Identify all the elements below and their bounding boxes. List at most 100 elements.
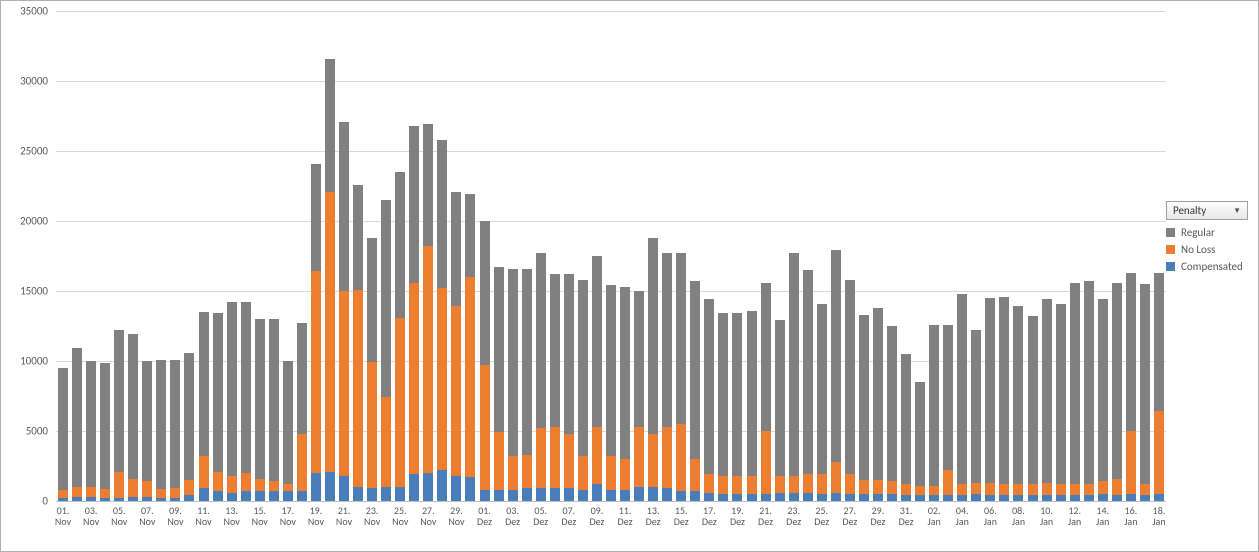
bar-segment-regular <box>1154 273 1164 412</box>
legend-swatch <box>1166 245 1175 254</box>
bar <box>100 363 110 501</box>
bar-segment-no_loss <box>213 472 223 492</box>
bar-segment-no_loss <box>676 424 686 491</box>
bar <box>395 172 405 501</box>
bar <box>1140 284 1150 501</box>
bar <box>353 185 363 501</box>
bar-segment-regular <box>325 59 335 192</box>
bar <box>747 311 757 501</box>
plot-area <box>56 11 1166 501</box>
bar <box>367 238 377 501</box>
gridline <box>56 501 1166 502</box>
bar-segment-no_loss <box>718 476 728 494</box>
xtick-label: 02.Jan <box>928 505 941 527</box>
xtick-label: 15.Nov <box>252 505 268 527</box>
bar-segment-regular <box>550 274 560 427</box>
bar-segment-compensated <box>536 488 546 501</box>
bar-segment-no_loss <box>170 488 180 498</box>
bar-segment-compensated <box>409 474 419 501</box>
bar-segment-regular <box>227 302 237 476</box>
bar-segment-no_loss <box>283 484 293 491</box>
bar <box>620 287 630 501</box>
bar-segment-regular <box>648 238 658 434</box>
bar-segment-regular <box>957 294 967 484</box>
bar-segment-regular <box>690 281 700 459</box>
bar-segment-regular <box>606 285 616 456</box>
xtick-label: 06.Jan <box>984 505 997 527</box>
bar-segment-no_loss <box>550 427 560 489</box>
bar <box>943 325 953 501</box>
bar-segment-compensated <box>803 493 813 501</box>
bar-segment-regular <box>999 297 1009 485</box>
bar-segment-no_loss <box>536 428 546 488</box>
bar-segment-compensated <box>634 487 644 501</box>
bar-segment-no_loss <box>957 484 967 495</box>
ytick-label: 30000 <box>3 75 48 88</box>
xtick-label: 05.Dez <box>533 505 548 527</box>
xtick-label: 15.Dez <box>674 505 689 527</box>
bar-segment-compensated <box>156 498 166 502</box>
bar-segment-regular <box>704 299 714 474</box>
xtick-label: 10.Jan <box>1040 505 1053 527</box>
legend-title: Penalty <box>1173 204 1206 217</box>
bar <box>971 330 981 501</box>
legend-item-no_loss[interactable]: No Loss <box>1166 243 1248 256</box>
bar-segment-regular <box>241 302 251 473</box>
bar-segment-regular <box>761 283 771 431</box>
xtick-label: 23.Dez <box>786 505 801 527</box>
bar-segment-no_loss <box>86 487 96 497</box>
bar-segment-regular <box>620 287 630 459</box>
bar <box>536 253 546 501</box>
bar-segment-compensated <box>199 488 209 501</box>
bar-segment-regular <box>929 325 939 486</box>
bar <box>789 253 799 501</box>
legend-swatch <box>1166 228 1175 237</box>
bar-segment-compensated <box>255 491 265 501</box>
gridline <box>56 221 1166 222</box>
bar-segment-no_loss <box>732 476 742 494</box>
bar-segment-regular <box>1056 304 1066 485</box>
bar-segment-regular <box>395 172 405 318</box>
chart-container: 05000100001500020000250003000035000 01.N… <box>0 0 1259 552</box>
bar-segment-regular <box>901 354 911 484</box>
bar-segment-no_loss <box>1042 483 1052 496</box>
bar-segment-regular <box>142 361 152 481</box>
bar <box>915 382 925 501</box>
xtick-label: 14.Jan <box>1096 505 1109 527</box>
bar-segment-no_loss <box>1056 484 1066 495</box>
bar-segment-no_loss <box>859 480 869 494</box>
bar-segment-no_loss <box>1126 431 1136 494</box>
bar <box>213 313 223 501</box>
bar-segment-compensated <box>578 490 588 501</box>
bar-segment-compensated <box>690 491 700 501</box>
bar-segment-no_loss <box>184 480 194 495</box>
bar-segment-compensated <box>564 488 574 501</box>
bar-segment-compensated <box>311 473 321 501</box>
bar-segment-compensated <box>999 495 1009 501</box>
bar-segment-regular <box>915 382 925 486</box>
bar <box>831 250 841 501</box>
ytick-label: 20000 <box>3 215 48 228</box>
legend-item-compensated[interactable]: Compensated <box>1166 260 1248 273</box>
bar-segment-regular <box>508 269 518 457</box>
bar-segment-regular <box>451 192 461 307</box>
bar-segment-regular <box>1126 273 1136 431</box>
bar-segment-regular <box>1070 283 1080 485</box>
bar <box>437 140 447 501</box>
bar <box>817 304 827 501</box>
bar-segment-regular <box>100 363 110 489</box>
xtick-label: 18.Jan <box>1152 505 1165 527</box>
bar <box>522 269 532 501</box>
bar-segment-compensated <box>732 494 742 501</box>
bar-segment-compensated <box>451 476 461 501</box>
bar-segment-regular <box>170 360 180 489</box>
legend-item-regular[interactable]: Regular <box>1166 226 1248 239</box>
bar-segment-compensated <box>1112 495 1122 501</box>
bar-segment-compensated <box>718 494 728 501</box>
bar-segment-compensated <box>901 495 911 501</box>
bar-segment-no_loss <box>325 192 335 472</box>
bar-segment-regular <box>156 360 166 489</box>
bar-segment-no_loss <box>1098 481 1108 494</box>
bar-segment-regular <box>437 140 447 288</box>
legend-filter-dropdown[interactable]: Penalty ▼ <box>1166 201 1248 220</box>
